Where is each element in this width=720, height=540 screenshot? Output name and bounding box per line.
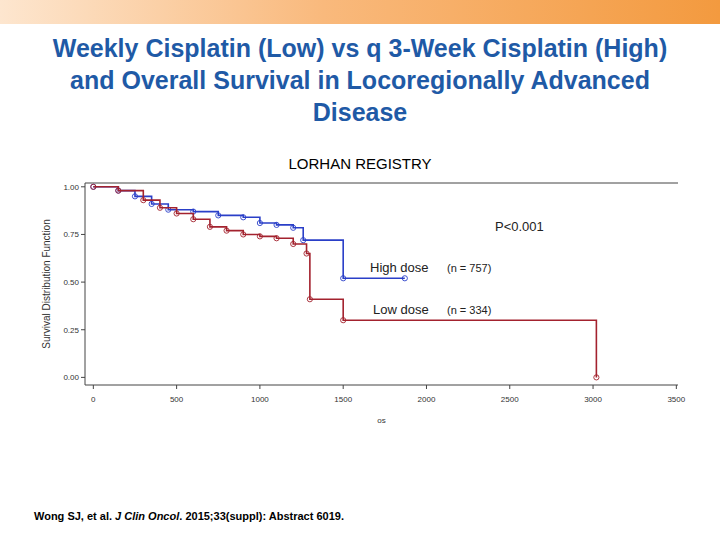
censor-marker bbox=[174, 211, 179, 216]
censor-marker bbox=[341, 318, 346, 323]
y-tick bbox=[81, 282, 85, 283]
y-tick bbox=[81, 329, 85, 330]
survival-curve bbox=[93, 187, 404, 278]
x-tick bbox=[343, 385, 344, 389]
censor-marker bbox=[257, 234, 262, 239]
x-tick-label: 0 bbox=[91, 395, 96, 404]
y-tick bbox=[81, 234, 85, 235]
censor-marker bbox=[224, 228, 229, 233]
censor-marker bbox=[291, 241, 296, 246]
frame-top bbox=[85, 183, 678, 184]
subtitle: LORHAN REGISTRY bbox=[0, 155, 720, 172]
annotation: (n = 334) bbox=[447, 304, 491, 316]
x-tick bbox=[593, 385, 594, 389]
censor-marker bbox=[241, 232, 246, 237]
x-tick bbox=[259, 385, 260, 389]
censor-marker bbox=[257, 220, 262, 225]
censor-marker bbox=[116, 188, 121, 193]
censor-marker bbox=[304, 251, 309, 256]
censor-marker bbox=[274, 222, 279, 227]
y-tick bbox=[81, 377, 85, 378]
censor-marker bbox=[157, 205, 162, 210]
censor-marker bbox=[402, 276, 407, 281]
footnote-part: . 2015;33(suppl): Abstract 6019. bbox=[179, 510, 344, 522]
censor-marker bbox=[149, 201, 154, 206]
survival-curve bbox=[93, 187, 596, 378]
x-tick-label: 2500 bbox=[501, 395, 519, 404]
series-label: High dose bbox=[370, 260, 429, 275]
censor-marker bbox=[301, 238, 306, 243]
censor-marker bbox=[91, 184, 96, 189]
top-bar bbox=[0, 0, 720, 24]
y-axis bbox=[85, 183, 86, 385]
censor-marker bbox=[274, 236, 279, 241]
censor-marker bbox=[141, 198, 146, 203]
x-tick bbox=[93, 385, 94, 389]
y-tick-label: 1.00 bbox=[63, 183, 79, 192]
y-tick bbox=[81, 186, 85, 187]
censor-marker bbox=[216, 213, 221, 218]
x-axis-label: os bbox=[377, 416, 385, 425]
plot-area bbox=[91, 184, 599, 380]
x-tick bbox=[176, 385, 177, 389]
censor-marker bbox=[594, 375, 599, 380]
x-tick-label: 2000 bbox=[418, 395, 436, 404]
series-label: Low dose bbox=[373, 302, 429, 317]
annotation: P<0.001 bbox=[495, 219, 544, 234]
y-tick-label: 0.25 bbox=[63, 326, 79, 335]
annotation: (n = 757) bbox=[447, 262, 491, 274]
footnote: Wong SJ, et al. J Clin Oncol. 2015;33(su… bbox=[34, 510, 344, 522]
y-tick-label: 0.75 bbox=[63, 230, 79, 239]
censor-marker bbox=[307, 297, 312, 302]
censor-marker bbox=[341, 276, 346, 281]
y-tick-label: 0.00 bbox=[63, 373, 79, 382]
censor-marker bbox=[291, 225, 296, 230]
y-axis-label: Survival Distribution Function bbox=[41, 219, 52, 349]
x-tick-label: 3500 bbox=[667, 395, 685, 404]
title: Weekly Cisplatin (Low) vs q 3-Week Cispl… bbox=[30, 32, 690, 128]
x-tick bbox=[509, 385, 510, 389]
censor-marker bbox=[132, 194, 137, 199]
x-axis bbox=[85, 385, 678, 386]
x-tick bbox=[676, 385, 677, 389]
x-tick bbox=[426, 385, 427, 389]
censor-marker bbox=[241, 215, 246, 220]
x-tick-label: 500 bbox=[170, 395, 184, 404]
censor-marker bbox=[191, 217, 196, 222]
chart: 0 500 1000 1500 2000 2500 3000 3500 0.00 0.25 0.50… bbox=[0, 0, 720, 540]
x-tick-label: 1500 bbox=[334, 395, 352, 404]
footnote-part: J Clin Oncol bbox=[115, 510, 179, 522]
y-tick-label: 0.50 bbox=[63, 278, 79, 287]
x-tick-label: 3000 bbox=[584, 395, 602, 404]
censor-marker bbox=[207, 224, 212, 229]
x-tick-label: 1000 bbox=[251, 395, 269, 404]
footnote-part: Wong SJ, et al. bbox=[34, 510, 115, 522]
